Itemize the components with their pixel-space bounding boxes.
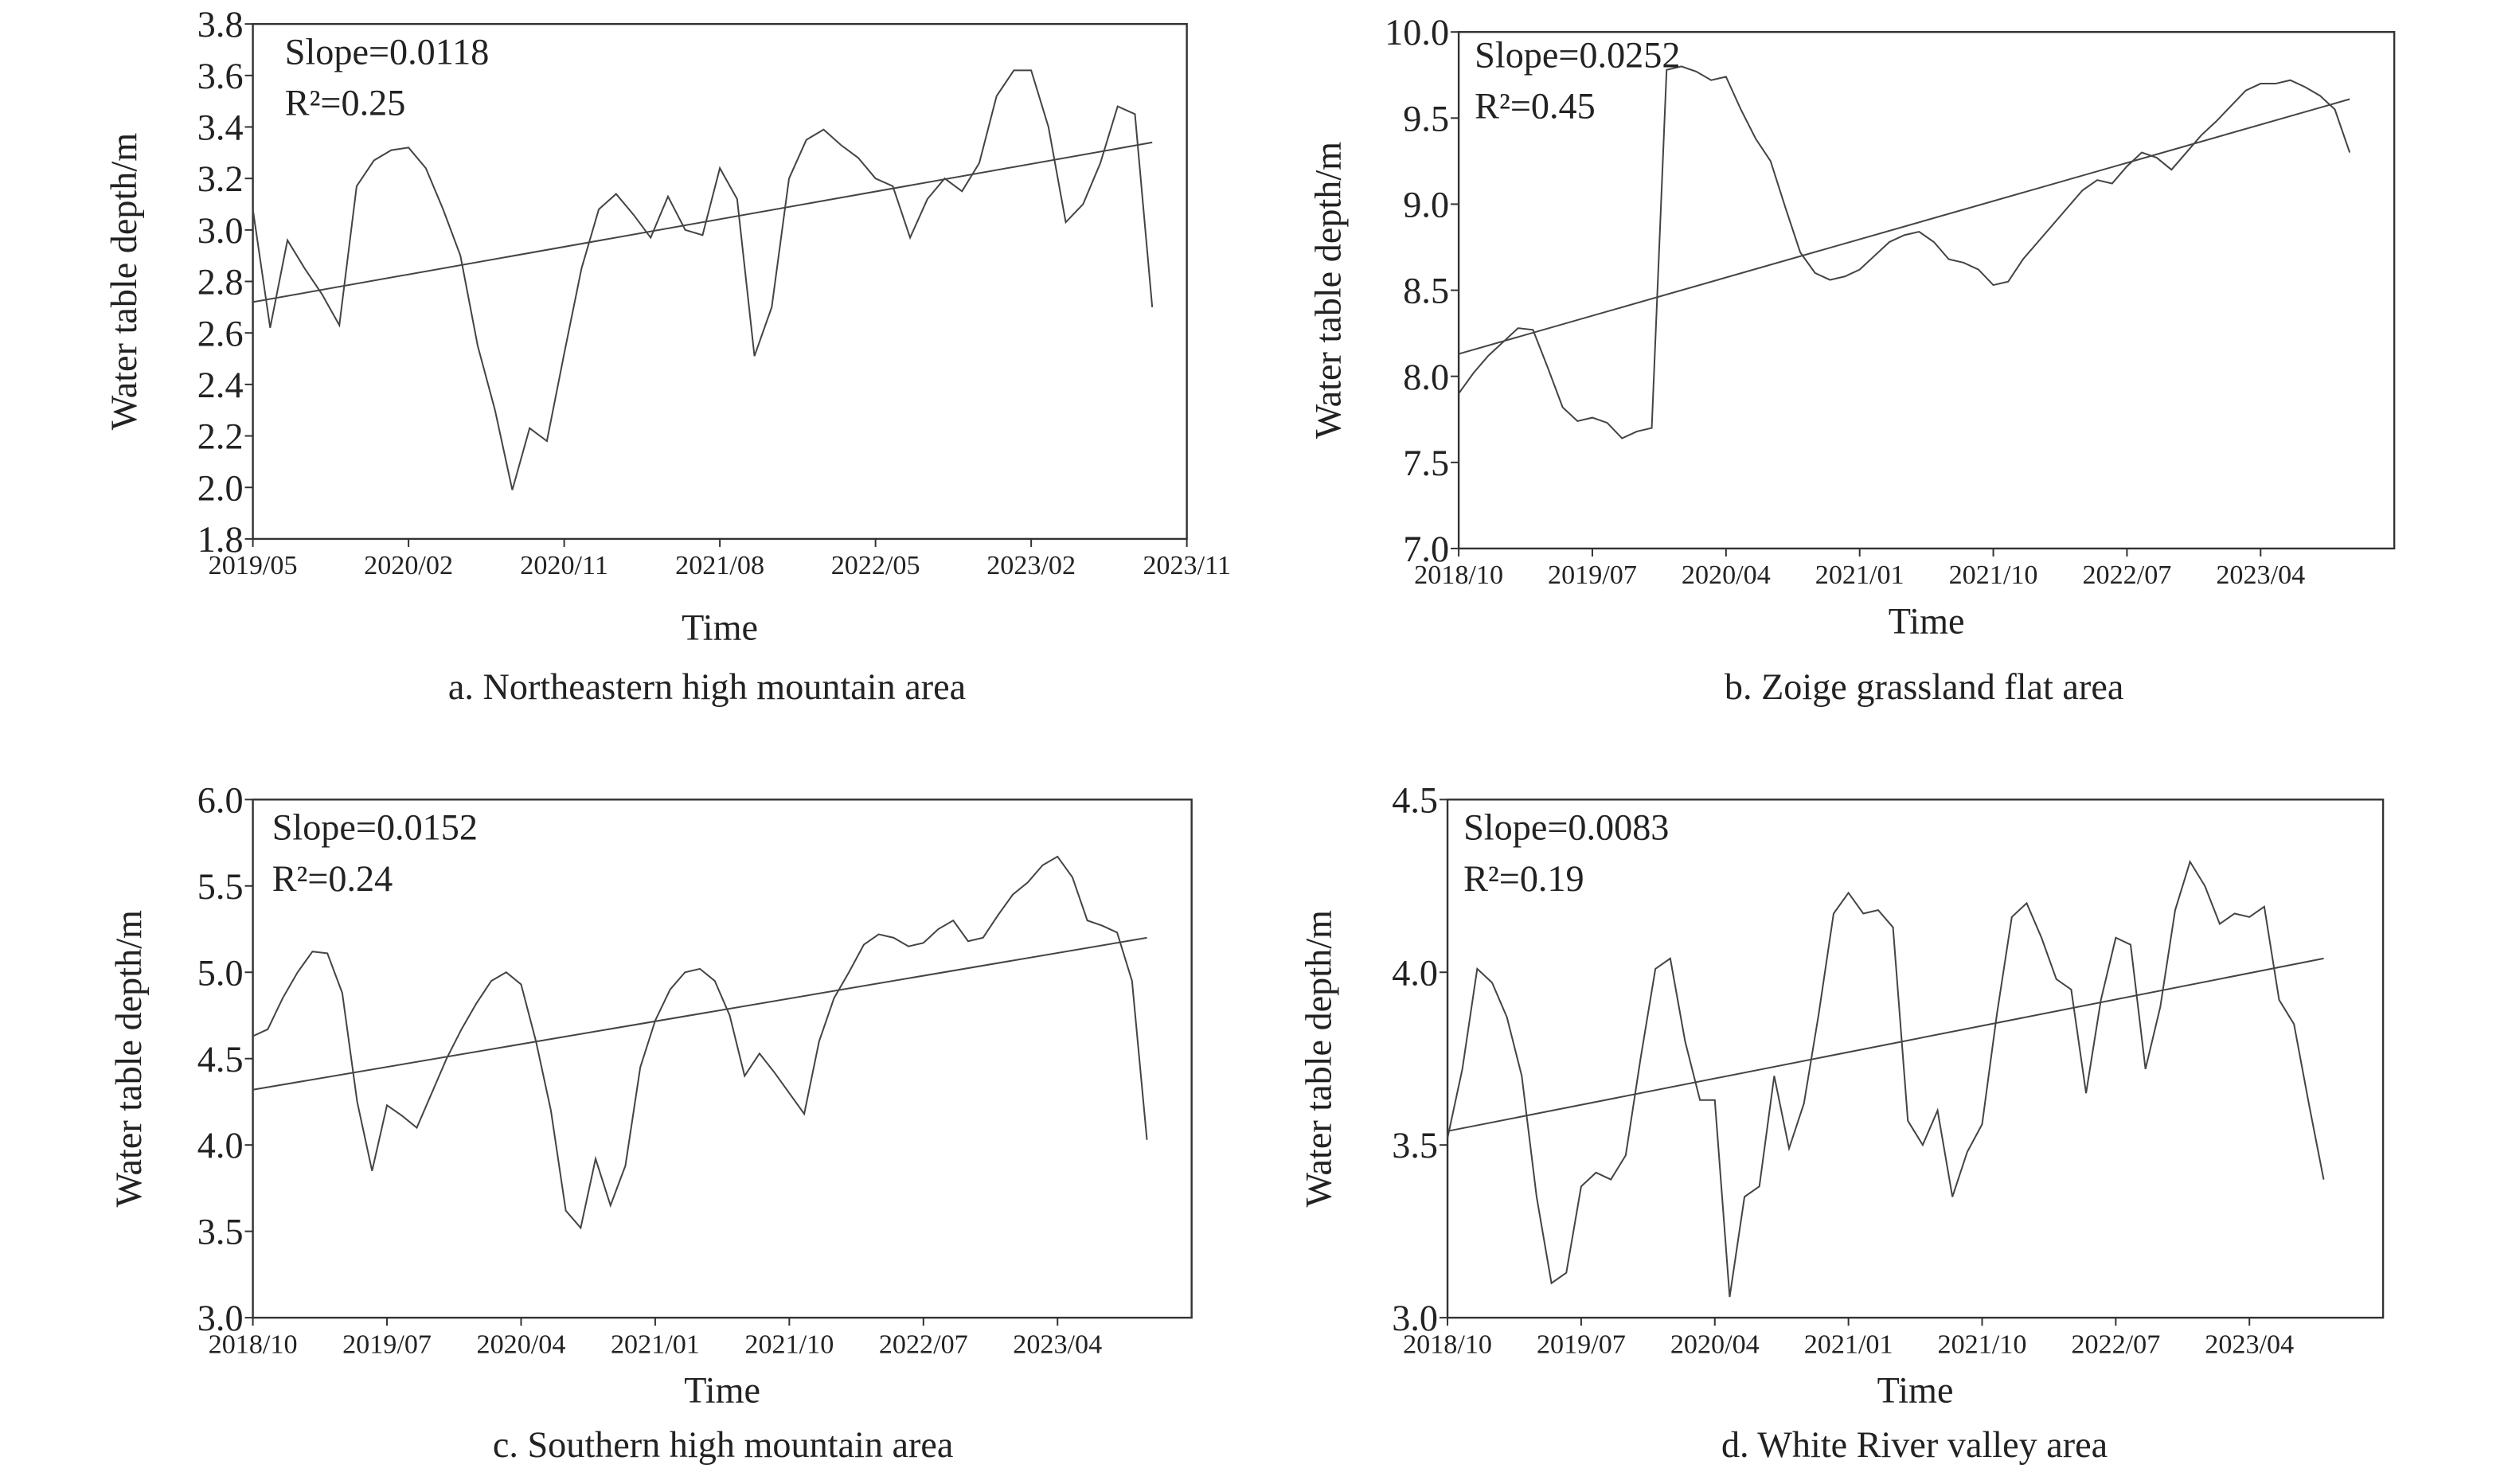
caption: a. Northeastern high mountain area [448, 666, 966, 707]
x-tick-label: 2021/10 [1938, 1330, 2027, 1359]
x-tick-label: 2023/02 [986, 551, 1076, 580]
y-tick-label: 3.2 [197, 158, 244, 199]
x-tick-label: 2022/07 [2071, 1330, 2160, 1359]
annotation: Slope=0.0083 [1463, 807, 1669, 848]
y-tick-label: 4.5 [1392, 779, 1438, 820]
plot-frame [1457, 30, 2396, 550]
y-tick-label: 4.0 [197, 1125, 244, 1166]
plot-frame [1446, 799, 2385, 1319]
y-axis-label: Water table depth/m [108, 910, 149, 1207]
trend-line [1447, 957, 2324, 1132]
annotation: Slope=0.0252 [1475, 34, 1680, 75]
y-tick-label: 3.6 [197, 56, 244, 96]
y-tick-label: 2.4 [197, 365, 244, 405]
annotation: R²=0.25 [285, 83, 406, 123]
annotation: Slope=0.0118 [285, 31, 490, 72]
caption: c. Southern high mountain area [493, 1424, 953, 1465]
trend-line [252, 141, 1153, 303]
y-tick-label: 2.2 [197, 416, 244, 457]
caption: b. Zoige grassland flat area [1725, 666, 2123, 707]
x-tick-label: 2022/07 [2082, 560, 2171, 590]
x-tick-label: 2020/11 [520, 551, 608, 580]
y-tick-label: 3.0 [197, 1298, 244, 1338]
x-axis-label: Time [1877, 1370, 1954, 1411]
x-axis-label: Time [682, 607, 758, 647]
y-tick-label: 9.5 [1403, 98, 1449, 139]
y-tick-label: 7.0 [1403, 529, 1449, 569]
y-tick-label: 7.5 [1403, 443, 1449, 483]
x-tick-label: 2021/10 [1949, 560, 2038, 590]
y-tick-label: 10.0 [1385, 12, 1449, 53]
annotation: Slope=0.0152 [272, 807, 478, 848]
y-tick-label: 5.5 [197, 866, 244, 907]
y-tick-label: 3.8 [197, 4, 244, 45]
y-tick-label: 3.0 [197, 210, 244, 251]
annotation: R²=0.45 [1475, 86, 1596, 127]
y-tick-label: 3.5 [197, 1212, 244, 1252]
x-tick-label: 2021/01 [611, 1330, 700, 1359]
y-axis-label: Water table depth/m [1298, 910, 1338, 1207]
caption: d. White River valley area [1721, 1424, 2108, 1465]
x-tick-label: 2023/04 [2205, 1330, 2294, 1359]
y-tick-label: 1.8 [197, 519, 244, 560]
x-tick-label: 2018/10 [1414, 560, 1503, 590]
y-tick-label: 8.0 [1403, 357, 1449, 397]
x-tick-label: 2020/04 [1670, 1330, 1760, 1359]
x-tick-label: 2020/04 [1682, 560, 1771, 590]
x-tick-label: 2018/10 [1403, 1330, 1492, 1359]
y-tick-label: 3.5 [1392, 1125, 1438, 1166]
y-axis-label: Water table depth/m [1307, 142, 1348, 439]
x-tick-label: 2019/07 [1548, 560, 1637, 590]
x-axis-label: Time [1889, 600, 1965, 641]
x-tick-label: 2021/10 [744, 1330, 834, 1359]
data-line [252, 855, 1148, 1230]
x-tick-label: 2022/05 [831, 551, 920, 580]
x-tick-label: 2020/04 [477, 1330, 566, 1359]
x-tick-label: 2023/11 [1143, 551, 1231, 580]
y-tick-label: 4.5 [197, 1039, 244, 1080]
trend-line [1458, 98, 2350, 355]
y-tick-label: 9.0 [1403, 185, 1449, 225]
x-tick-label: 2021/08 [675, 551, 764, 580]
y-tick-label: 4.0 [1392, 952, 1438, 993]
y-axis-label: Water table depth/m [104, 133, 144, 430]
x-tick-label: 2023/04 [1013, 1330, 1102, 1359]
x-tick-label: 2020/02 [364, 551, 453, 580]
trend-line [252, 936, 1147, 1091]
x-axis-label: Time [684, 1370, 760, 1411]
data-line [1447, 859, 2325, 1298]
x-tick-label: 2021/01 [1804, 1330, 1893, 1359]
y-tick-label: 8.5 [1403, 271, 1449, 311]
x-tick-label: 2019/07 [342, 1330, 432, 1359]
x-tick-label: 2018/10 [209, 1330, 298, 1359]
x-tick-label: 2022/07 [879, 1330, 968, 1359]
y-tick-label: 3.0 [1392, 1298, 1438, 1338]
plot-frame [252, 799, 1193, 1319]
x-tick-label: 2021/01 [1815, 560, 1904, 590]
y-tick-label: 6.0 [197, 779, 244, 820]
y-tick-label: 3.4 [197, 107, 244, 148]
annotation: R²=0.19 [1463, 858, 1584, 899]
data-line [1458, 65, 2351, 439]
y-tick-label: 2.0 [197, 467, 244, 508]
y-tick-label: 2.8 [197, 262, 244, 303]
x-tick-label: 2019/07 [1537, 1330, 1626, 1359]
x-tick-label: 2019/05 [209, 551, 298, 580]
data-line [252, 69, 1154, 490]
y-tick-label: 5.0 [197, 952, 244, 993]
x-tick-label: 2023/04 [2216, 560, 2305, 590]
y-tick-label: 2.6 [197, 313, 244, 353]
annotation: R²=0.24 [272, 858, 393, 899]
